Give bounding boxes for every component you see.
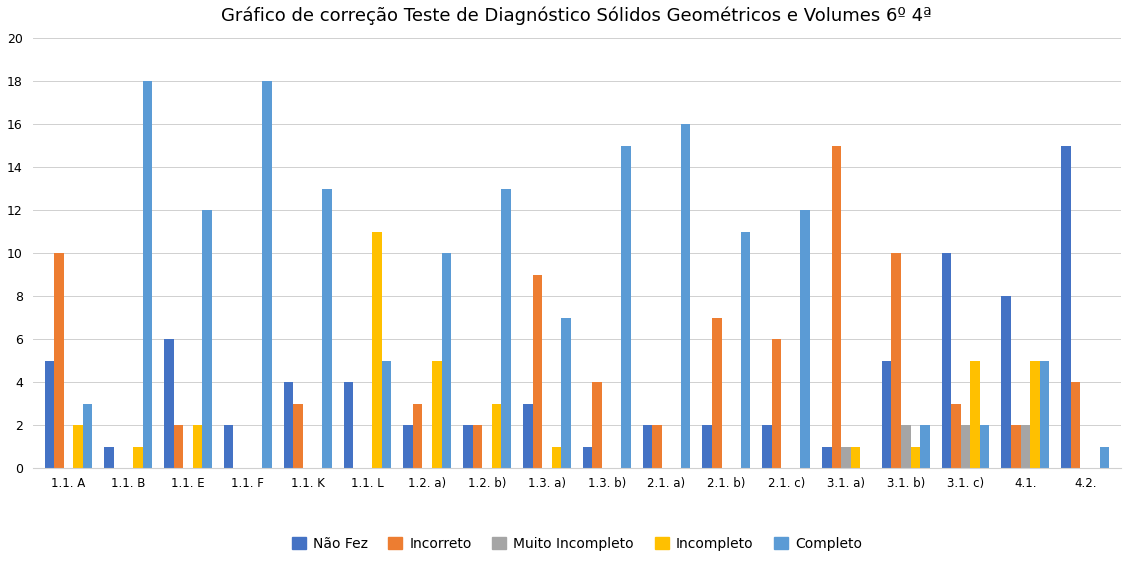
Bar bbox=[851, 447, 861, 468]
Bar bbox=[82, 404, 92, 468]
Title: Gráfico de correção Teste de Diagnóstico Sólidos Geométricos e Volumes 6º 4ª: Gráfico de correção Teste de Diagnóstico… bbox=[221, 7, 932, 26]
Bar bbox=[1061, 146, 1070, 468]
Bar bbox=[104, 447, 114, 468]
Bar bbox=[741, 232, 750, 468]
Bar bbox=[473, 425, 483, 468]
Bar bbox=[44, 361, 54, 468]
Bar bbox=[951, 404, 961, 468]
Bar bbox=[980, 425, 989, 468]
Bar bbox=[942, 253, 951, 468]
Bar bbox=[920, 425, 929, 468]
Bar bbox=[174, 425, 183, 468]
Bar bbox=[1070, 382, 1081, 468]
Bar bbox=[891, 253, 901, 468]
Bar bbox=[404, 425, 413, 468]
Bar bbox=[801, 210, 810, 468]
Bar bbox=[910, 447, 920, 468]
Bar bbox=[262, 81, 272, 468]
Bar bbox=[681, 124, 690, 468]
Bar bbox=[293, 404, 303, 468]
Bar bbox=[592, 382, 602, 468]
Bar bbox=[1011, 425, 1021, 468]
Bar bbox=[763, 425, 772, 468]
Bar bbox=[622, 146, 631, 468]
Bar bbox=[703, 425, 712, 468]
Bar bbox=[652, 425, 662, 468]
Bar bbox=[822, 447, 831, 468]
Bar bbox=[1021, 425, 1030, 468]
Legend: Não Fez, Incorreto, Muito Incompleto, Incompleto, Completo: Não Fez, Incorreto, Muito Incompleto, In… bbox=[287, 531, 867, 556]
Bar bbox=[344, 382, 353, 468]
Bar bbox=[831, 146, 841, 468]
Bar bbox=[882, 361, 891, 468]
Bar bbox=[381, 361, 391, 468]
Bar bbox=[961, 425, 970, 468]
Bar bbox=[224, 425, 233, 468]
Bar bbox=[73, 425, 82, 468]
Bar bbox=[432, 361, 442, 468]
Bar bbox=[583, 447, 592, 468]
Bar bbox=[284, 382, 293, 468]
Bar bbox=[643, 425, 652, 468]
Bar bbox=[562, 317, 571, 468]
Bar bbox=[523, 404, 532, 468]
Bar bbox=[1002, 296, 1011, 468]
Bar bbox=[492, 404, 502, 468]
Bar bbox=[133, 447, 142, 468]
Bar bbox=[1100, 447, 1109, 468]
Bar bbox=[193, 425, 202, 468]
Bar bbox=[413, 404, 423, 468]
Bar bbox=[202, 210, 212, 468]
Bar bbox=[502, 188, 511, 468]
Bar bbox=[901, 425, 910, 468]
Bar bbox=[532, 275, 543, 468]
Bar bbox=[54, 253, 63, 468]
Bar bbox=[372, 232, 381, 468]
Bar bbox=[772, 339, 782, 468]
Bar bbox=[552, 447, 562, 468]
Bar bbox=[712, 317, 722, 468]
Bar bbox=[164, 339, 174, 468]
Bar bbox=[142, 81, 152, 468]
Bar bbox=[841, 447, 851, 468]
Bar bbox=[321, 188, 332, 468]
Bar bbox=[970, 361, 980, 468]
Bar bbox=[1040, 361, 1049, 468]
Bar bbox=[1030, 361, 1040, 468]
Bar bbox=[442, 253, 451, 468]
Bar bbox=[464, 425, 473, 468]
